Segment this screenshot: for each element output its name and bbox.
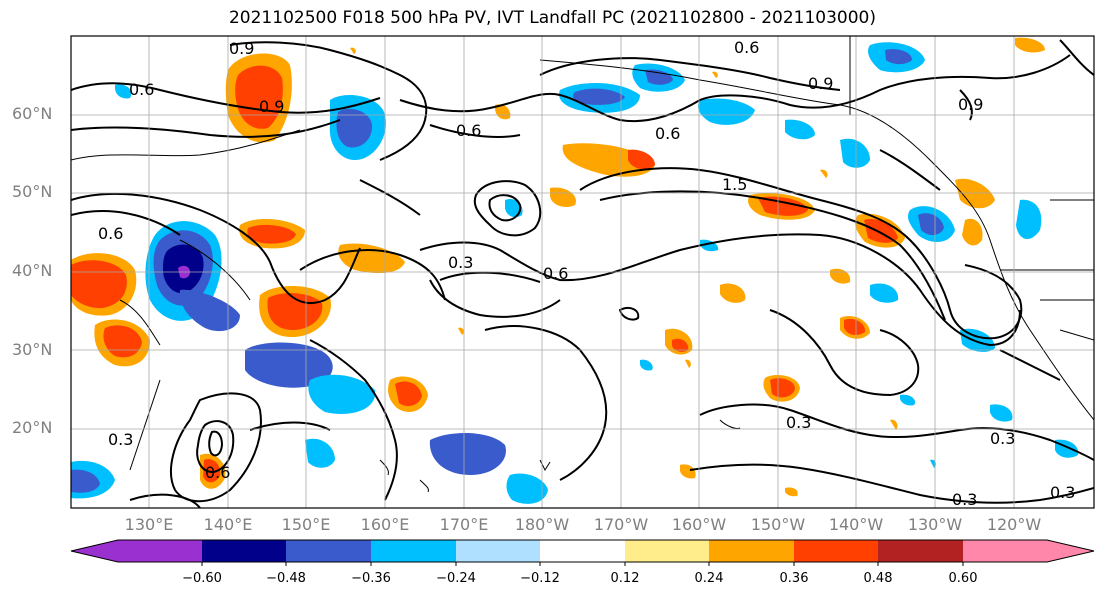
colorbar-segment [540, 540, 625, 562]
colorbar-tick-label: 0.12 [610, 571, 640, 586]
colorbar-segment [963, 540, 1047, 562]
lat-label: 30°N [12, 340, 53, 359]
contour-label: 0.3 [990, 429, 1015, 448]
contour-label: 0.9 [229, 39, 254, 58]
colorbar-tick-label: 0.36 [779, 571, 809, 586]
lon-label: 150°W [750, 515, 806, 534]
contour-label: 0.9 [958, 95, 983, 114]
colorbar-extend-max [1047, 540, 1094, 562]
colorbar-tick-label: −0.36 [351, 571, 391, 586]
colorbar-tick-label: −0.24 [436, 571, 476, 586]
colorbar-tick-label: 0.48 [863, 571, 893, 586]
contour-label: 0.6 [205, 463, 230, 482]
colorbar-tick-label: 0.24 [694, 571, 724, 586]
colorbar-segment [709, 540, 794, 562]
colorbar-tick-label: −0.12 [520, 571, 560, 586]
lat-label: 40°N [12, 261, 53, 280]
colorbar-segment [371, 540, 456, 562]
contour-label: 0.3 [448, 253, 473, 272]
lon-label: 160°W [671, 515, 727, 534]
graticule [71, 36, 1094, 508]
lon-label: 130°W [907, 515, 963, 534]
lat-label: 20°N [12, 418, 53, 437]
lon-label: 160°E [360, 515, 410, 534]
lon-label: 140°E [203, 515, 253, 534]
contour-label: 0.6 [129, 80, 154, 99]
colorbar-tick-label: −0.60 [182, 571, 222, 586]
contour-label: 0.3 [1050, 483, 1075, 502]
lon-label: 120°W [986, 515, 1042, 534]
colorbar-segment [878, 540, 963, 562]
colorbar-tick-label: 0.60 [948, 571, 978, 586]
colorbar-segment [202, 540, 286, 562]
lon-label: 130°E [124, 515, 174, 534]
contour-label: 0.3 [786, 413, 811, 432]
lon-label: 150°E [281, 515, 331, 534]
colorbar-outline [70, 539, 1095, 563]
colorbar-segment [118, 540, 202, 562]
lon-label: 180°W [514, 515, 570, 534]
pv-shading [71, 37, 1079, 504]
contour-labels: 0.9 0.9 0.6 0.6 0.9 0.6 1.5 0.6 0.6 0.3 … [98, 38, 1075, 509]
lon-label: 140°W [828, 515, 884, 534]
contour-label: 0.6 [543, 264, 568, 283]
lon-label: 170°W [593, 515, 649, 534]
ivt-contours [71, 39, 1094, 508]
contour-label: 0.3 [108, 430, 133, 449]
contour-label: 0.9 [808, 74, 833, 93]
map-title: 2021102500 F018 500 hPa PV, IVT Landfall… [228, 8, 876, 28]
lat-label: 60°N [12, 104, 53, 123]
colorbar [70, 539, 1095, 566]
contour-label: 0.6 [456, 121, 481, 140]
contour-label: 0.9 [259, 97, 284, 116]
contour-label: 0.6 [734, 38, 759, 57]
contour-label: 0.3 [952, 490, 977, 509]
contour-label: 1.5 [722, 175, 747, 194]
colorbar-segment [794, 540, 878, 562]
plot-border [70, 35, 1095, 509]
lat-label: 50°N [12, 182, 53, 201]
lon-label: 170°E [439, 515, 489, 534]
contour-label: 0.6 [655, 124, 680, 143]
colorbar-tick-label: −0.48 [266, 571, 306, 586]
colorbar-extend-min [71, 540, 118, 562]
colorbar-segment [625, 540, 709, 562]
colorbar-segment [286, 540, 371, 562]
contour-label: 0.6 [98, 224, 123, 243]
coastlines [71, 36, 1094, 493]
colorbar-segment [456, 540, 540, 562]
